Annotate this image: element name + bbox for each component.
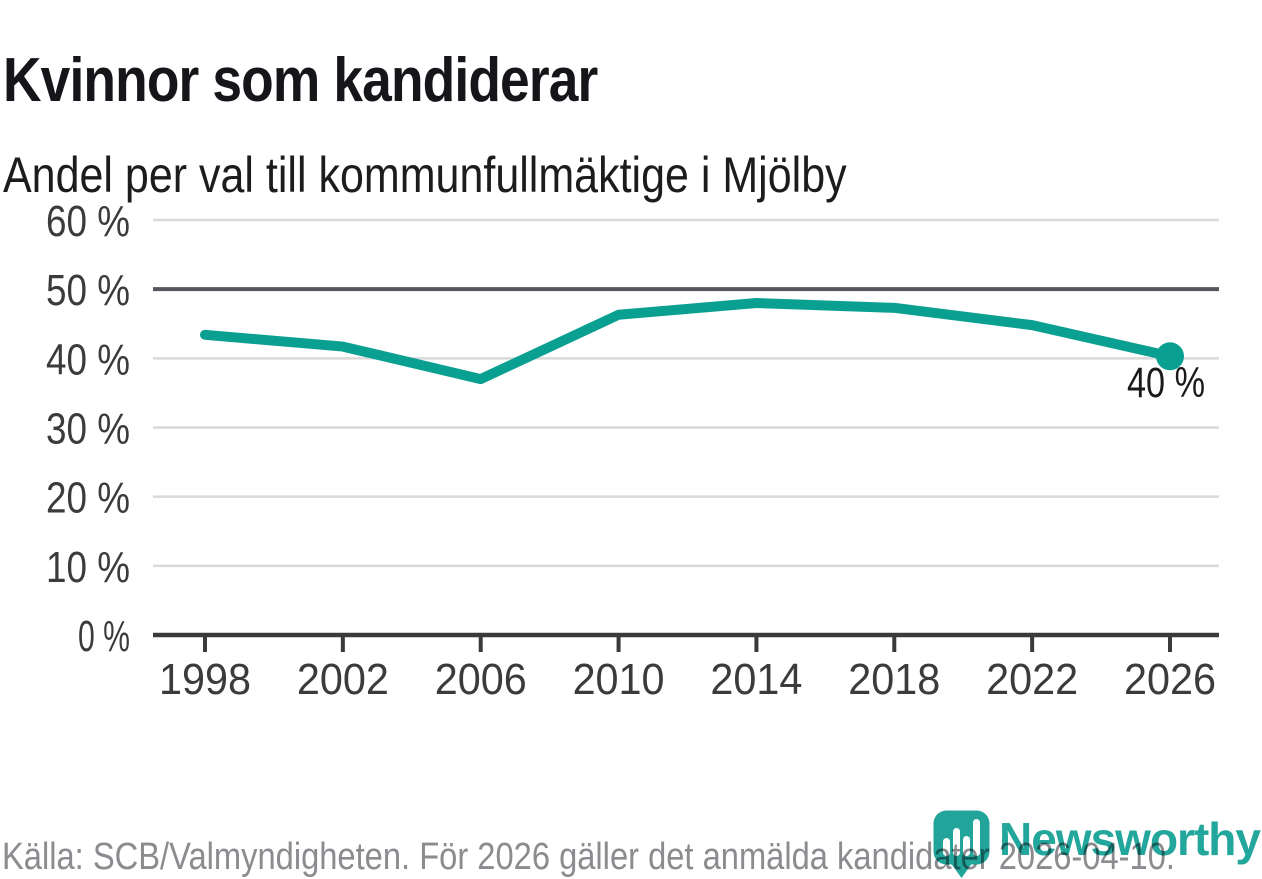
end-value-label: 40 %: [1127, 359, 1205, 407]
y-axis-tick-label: 0 %: [78, 612, 130, 661]
newsworthy-wordmark: Newsworthy: [999, 813, 1261, 865]
newsworthy-logo: Newsworthy: [933, 810, 1261, 878]
x-axis-tick-label: 2026: [1124, 655, 1216, 704]
x-axis-tick-label: 2014: [710, 655, 802, 704]
x-axis-tick-label: 2018: [848, 655, 940, 704]
y-axis-tick-label: 50 %: [46, 266, 130, 315]
y-axis-tick-label: 20 %: [46, 474, 130, 523]
y-axis-tick-label: 60 %: [46, 197, 130, 246]
data-point-marker: [1156, 342, 1184, 371]
x-axis-tick-label: 2022: [986, 655, 1078, 704]
x-axis-tick-label: 2006: [435, 655, 527, 704]
x-axis-tick-label: 1998: [159, 655, 251, 704]
chart-title: Kvinnor som kandiderar: [3, 45, 598, 115]
data-line: [200, 298, 1175, 385]
x-axis-tick-label: 2010: [573, 655, 665, 704]
x-axis-tick-label: 2002: [297, 655, 389, 704]
y-axis-tick-label: 30 %: [46, 405, 130, 454]
y-axis-tick-label: 10 %: [46, 543, 130, 592]
bar-chart-pin-icon: [933, 810, 990, 878]
chart-subtitle: Andel per val till kommunfullmäktige i M…: [3, 146, 847, 203]
y-axis-tick-label: 40 %: [46, 335, 130, 384]
